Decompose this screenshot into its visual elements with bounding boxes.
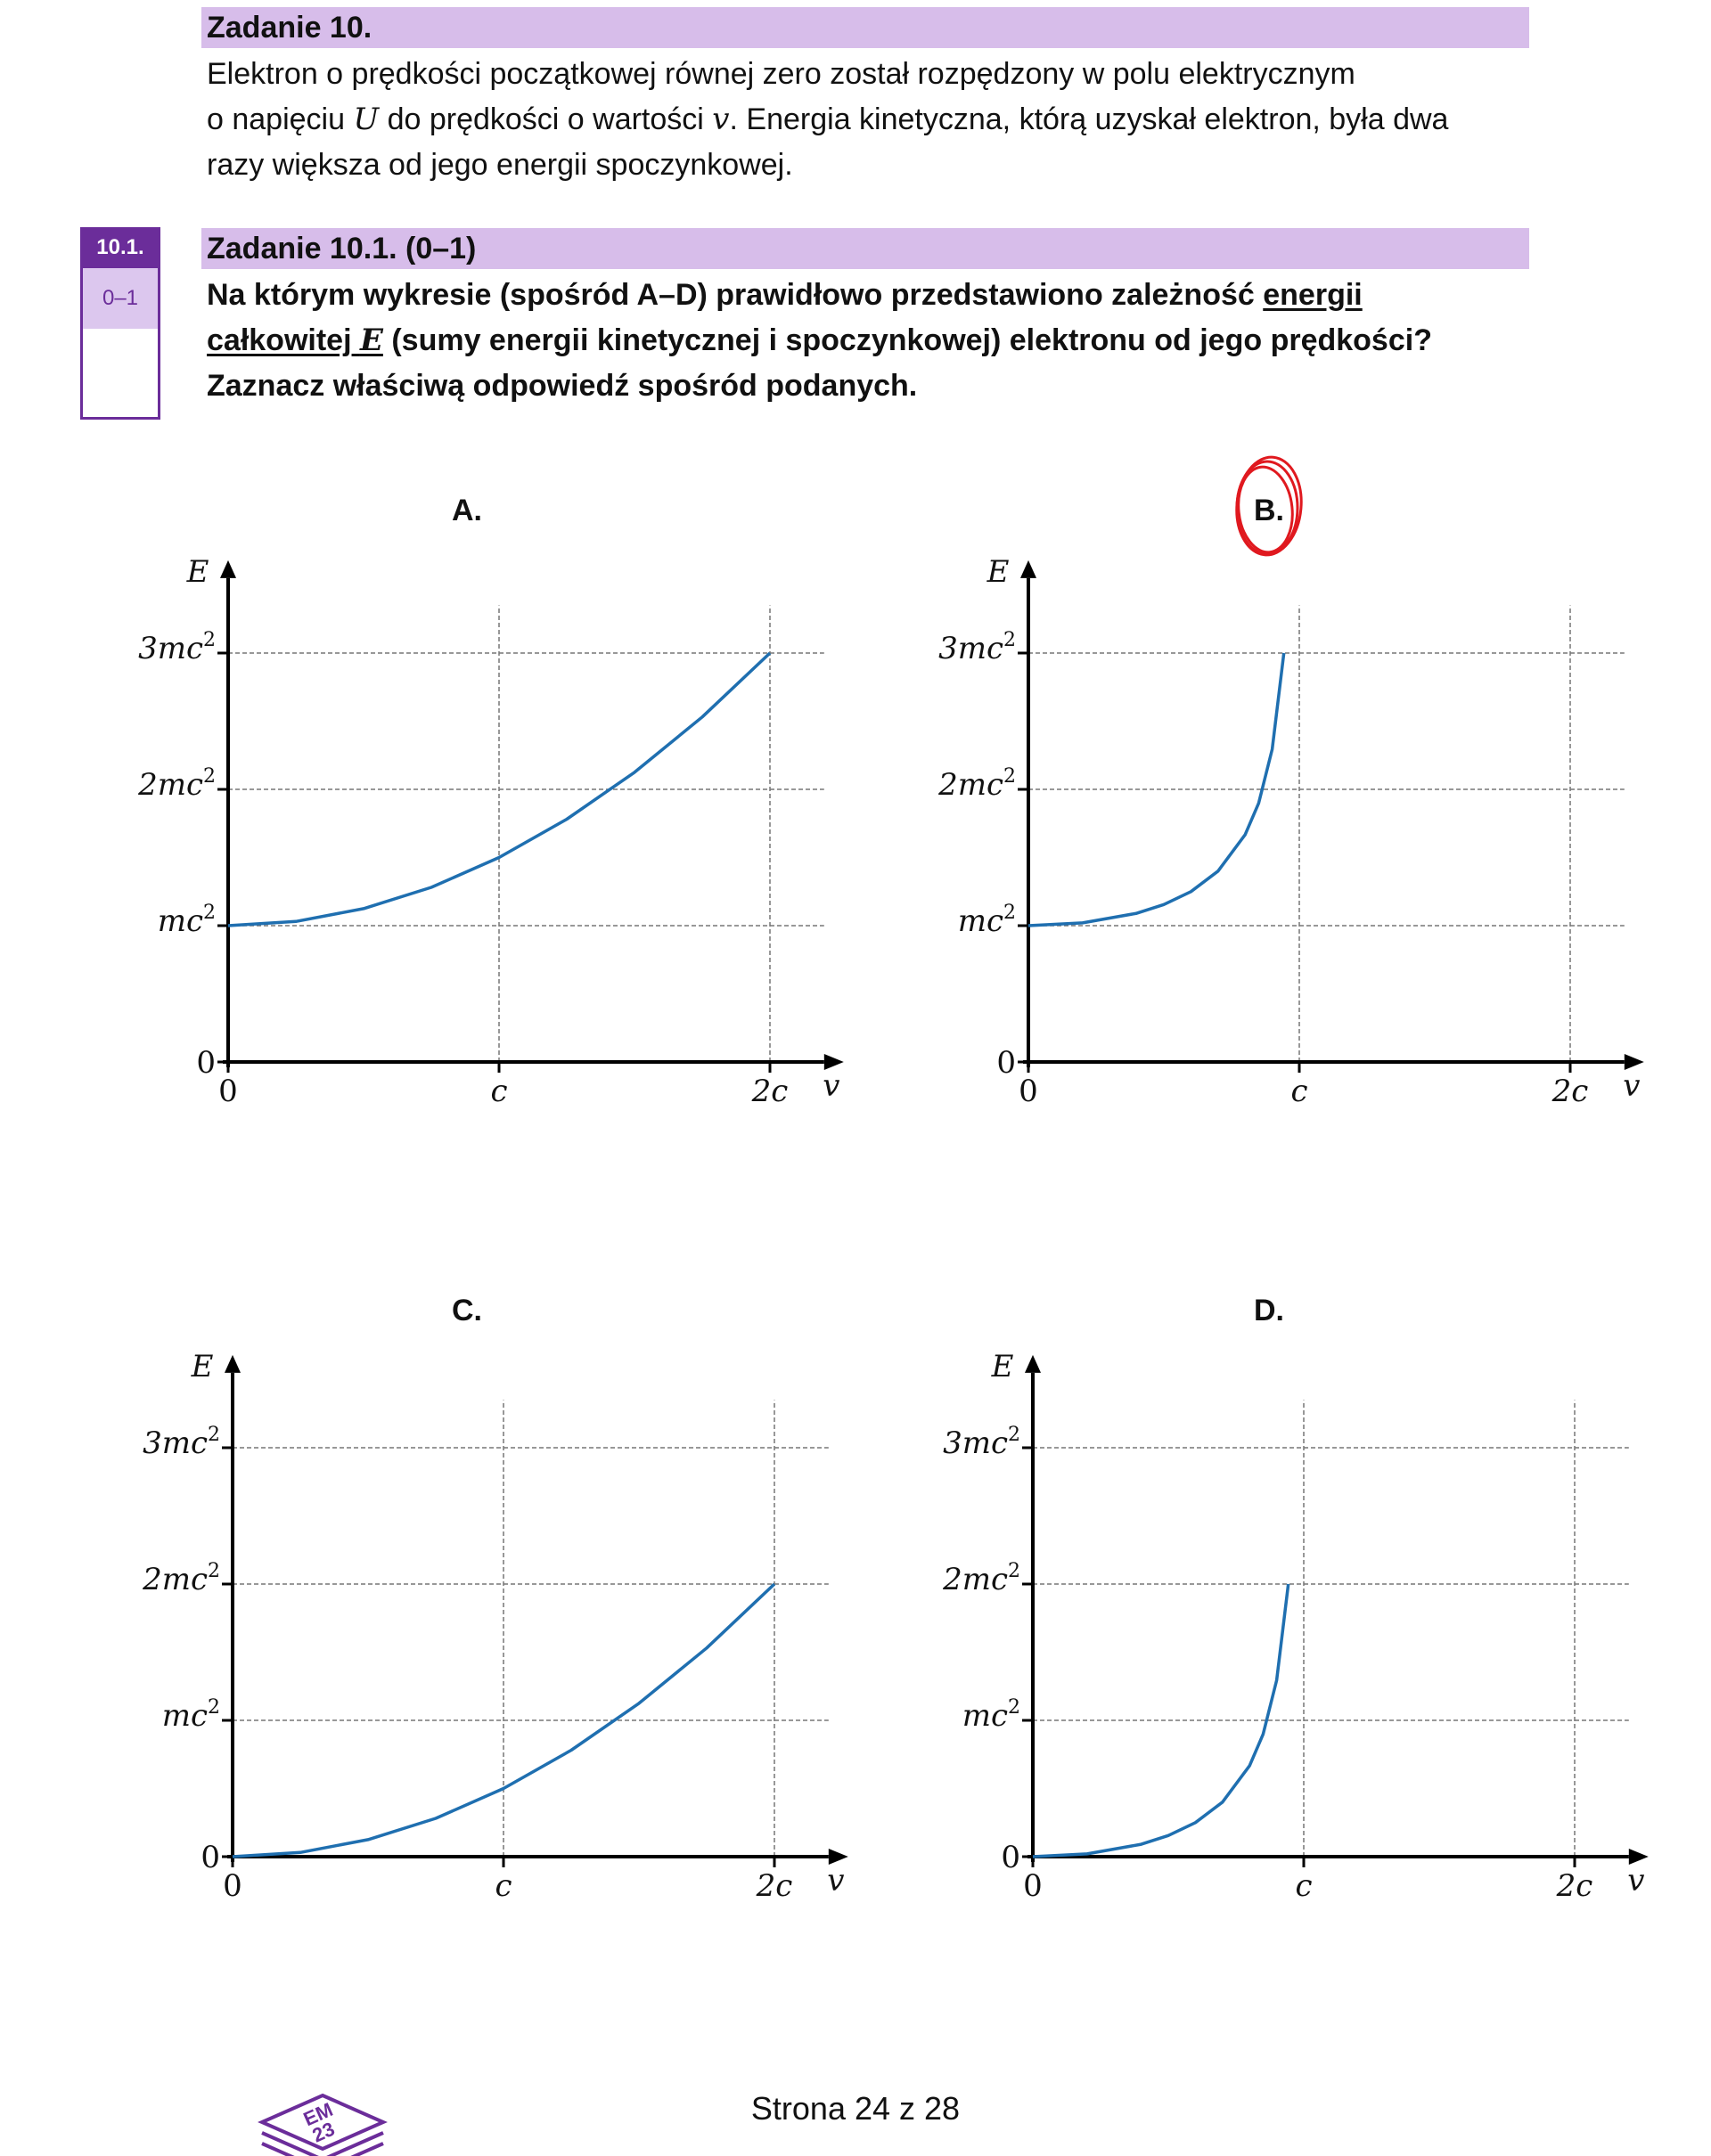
chart-c-svg: 0 mc2 2mc2 3mc2 0 c 2c Ev [142,1349,848,1904]
question-line-2: całkowitej E (sumy energii kinetycznej i… [207,318,1535,363]
option-c-label[interactable]: C. [452,1294,482,1327]
intro-text: do prędkości o wartości [379,102,713,136]
y-tick-label: 0 [996,1045,1016,1081]
y-tick-label: 3mc2 [143,1424,220,1461]
x-tick-label: 0 [1023,1868,1043,1904]
y-axis-arrow [1025,1354,1041,1373]
y-tick-label: 2mc2 [942,1560,1020,1597]
task-intro-line-3: razy większa od jego energii spoczynkowe… [207,148,793,182]
x-tick-label: 0 [1019,1074,1038,1109]
points-range-badge: 0–1 [80,268,160,329]
x-tick-label: c [1295,1868,1312,1904]
y-axis-label: E [191,1349,214,1384]
page-number: Strona 24 z 28 [750,2090,961,2127]
y-axis-label: E [986,554,1010,590]
intro-text: o napięciu [207,102,354,136]
x-axis-label: v [1627,1863,1644,1899]
superscript: 2 [208,1696,220,1719]
x-tick-label: 2c [751,1074,789,1109]
y-tick-label: 3mc2 [943,1424,1020,1461]
y-axis-label: E [186,554,209,590]
x-axis-label: v [823,1068,839,1104]
task-title: Zadanie 10. [201,7,1529,48]
y-tick-label: 3mc2 [138,629,216,666]
x-tick-label: 2c [756,1868,793,1904]
y-tick-label: 3mc2 [938,629,1016,666]
x-tick-label: 2c [1556,1868,1593,1904]
question-line-3: Zaznacz właściwą odpowiedź spośród podan… [207,369,918,403]
y-tick-label: mc2 [158,902,216,939]
x-axis-label: v [1623,1068,1640,1104]
x-axis-arrow [823,1054,844,1070]
superscript: 2 [1003,765,1016,788]
x-tick-label: c [1290,1074,1307,1109]
superscript: 2 [1008,1696,1020,1719]
x-tick-label: c [495,1868,512,1904]
y-tick-label: 2mc2 [937,765,1016,803]
x-axis-label: v [827,1863,844,1899]
task-intro-line-2: o napięciu U do prędkości o wartości v. … [207,97,1535,143]
option-b-label[interactable]: B. [1254,494,1284,527]
chart-d-svg: 0 mc2 2mc2 3mc2 0 c 2c Ev [942,1349,1649,1904]
x-tick-label: 0 [218,1074,238,1109]
subtask-title: Zadanie 10.1. (0–1) [201,228,1529,269]
var-u: U [353,102,380,137]
question-underlined: energii [1263,278,1363,312]
var-v: v [712,102,730,137]
y-tick-label: mc2 [958,902,1016,939]
option-a-label[interactable]: A. [452,494,482,527]
y-axis-arrow [1020,559,1036,578]
y-tick-label: 0 [201,1840,220,1875]
x-axis-arrow [828,1849,848,1865]
question-text: Na którym wykresie (spośród A–D) prawidł… [207,278,1264,312]
x-axis-arrow [1624,1054,1644,1070]
y-tick-label: 2mc2 [137,765,216,803]
y-axis-arrow [225,1354,241,1373]
superscript: 2 [203,765,216,788]
superscript: 2 [208,1424,220,1446]
series-line [232,1582,776,1858]
y-tick-label: mc2 [962,1696,1020,1734]
superscript: 2 [203,902,216,924]
chart-a-svg: 0 mc2 2mc2 3mc2 0 c 2c Ev [137,554,844,1109]
series-line [227,651,772,927]
series-line [1032,1583,1290,1858]
y-tick-label: 0 [1001,1840,1020,1875]
superscript: 2 [208,1560,220,1582]
subtask-number-badge: 10.1. [80,227,160,268]
task-intro: Elektron o prędkości początkowej równej … [207,52,1535,188]
option-d-label[interactable]: D. [1254,1294,1284,1327]
task-intro-line-1: Elektron o prędkości początkowej równej … [207,57,1355,91]
superscript: 2 [1008,1560,1020,1582]
x-tick-label: 0 [223,1868,242,1904]
superscript: 2 [203,629,216,651]
superscript: 2 [1008,1424,1020,1446]
series-line [1027,652,1286,927]
answer-mark-circle [1235,455,1303,557]
question-line-1: Na którym wykresie (spośród A–D) prawidł… [207,273,1535,318]
y-tick-label: mc2 [162,1696,220,1734]
x-tick-label: c [490,1074,507,1109]
y-tick-label: 0 [196,1045,216,1081]
x-axis-arrow [1628,1849,1649,1865]
question-underlined: całkowitej [207,323,352,357]
y-axis-arrow [220,559,236,578]
em-logo: EM 23 [258,2093,388,2156]
superscript: 2 [1003,902,1016,924]
y-tick-label: 2mc2 [142,1560,220,1597]
subtask-question: Na którym wykresie (spośród A–D) prawidł… [207,273,1535,409]
intro-text: . Energia kinetyczna, którą uzyskał elek… [729,102,1449,136]
question-text: (sumy energii kinetycznej i spoczynkowej… [382,323,1432,357]
chart-b-svg: 0 mc2 2mc2 3mc2 0 c 2c Ev [937,554,1644,1109]
var-e: E [359,323,383,358]
y-axis-label: E [991,1349,1014,1384]
score-entry-box[interactable] [80,329,160,420]
x-tick-label: 2c [1551,1074,1589,1109]
superscript: 2 [1003,629,1016,651]
